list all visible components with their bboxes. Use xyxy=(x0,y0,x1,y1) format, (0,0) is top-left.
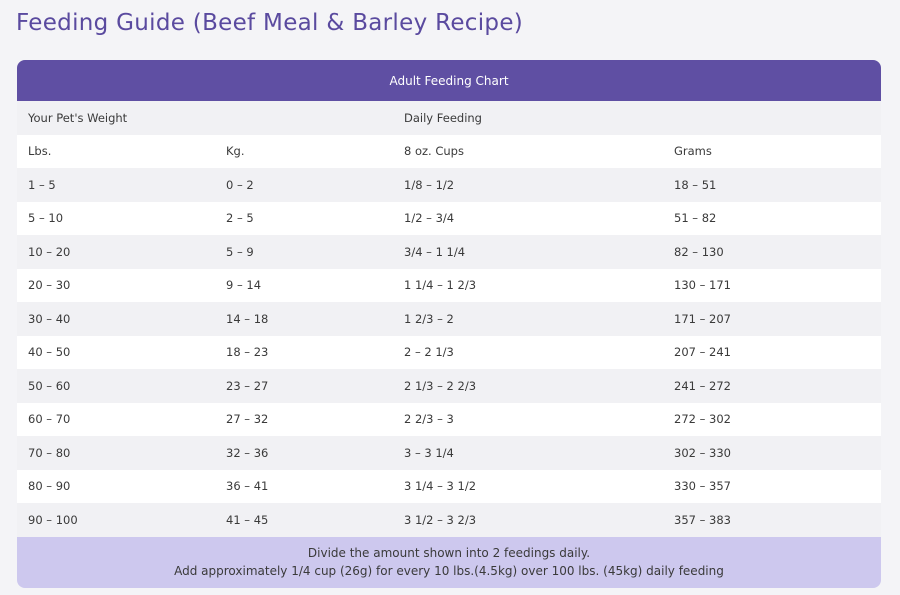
table-cell: 330 – 357 xyxy=(674,479,731,494)
table-cell: 90 – 100 xyxy=(28,512,78,527)
table-row: 40 – 50 18 – 23 2 – 2 1/3 207 – 241 xyxy=(17,335,881,369)
footer-note: Add approximately 1/4 cup (26g) for ever… xyxy=(174,564,724,578)
table-row: 10 – 20 5 – 9 3/4 – 1 1/4 82 – 130 xyxy=(17,235,881,269)
table-cell: 20 – 30 xyxy=(28,278,71,293)
group-row: Your Pet's Weight Daily Feeding xyxy=(17,101,881,135)
table-row: 50 – 60 23 – 27 2 1/3 – 2 2/3 241 – 272 xyxy=(17,369,881,403)
table-cell: 2 – 2 1/3 xyxy=(404,345,454,360)
page-title: Feeding Guide (Beef Meal & Barley Recipe… xyxy=(16,10,524,36)
table-cell: 5 – 10 xyxy=(28,211,64,226)
table-cell: 2 – 5 xyxy=(226,211,254,226)
column-header: Lbs. xyxy=(28,144,52,159)
table-cell: 10 – 20 xyxy=(28,244,71,259)
table-cell: 23 – 27 xyxy=(226,378,269,393)
table-cell: 1 2/3 – 2 xyxy=(404,311,454,326)
table-cell: 18 – 51 xyxy=(674,177,717,192)
table-cell: 41 – 45 xyxy=(226,512,269,527)
table-cell: 2 2/3 – 3 xyxy=(404,412,454,427)
table-row: 5 – 10 2 – 5 1/2 – 3/4 51 – 82 xyxy=(17,201,881,235)
table-cell: 3/4 – 1 1/4 xyxy=(404,244,466,259)
header-row: Lbs. Kg. 8 oz. Cups Grams xyxy=(17,134,881,168)
table-cell: 3 1/4 – 3 1/2 xyxy=(404,479,477,494)
table-row: 20 – 30 9 – 14 1 1/4 – 1 2/3 130 – 171 xyxy=(17,268,881,302)
table-cell: 1/2 – 3/4 xyxy=(404,211,455,226)
table-cell: 32 – 36 xyxy=(226,445,269,460)
table-cell: 70 – 80 xyxy=(28,445,71,460)
table-cell: 82 – 130 xyxy=(674,244,724,259)
table-cell: 30 – 40 xyxy=(28,311,71,326)
table-cell: 302 – 330 xyxy=(674,445,731,460)
table-cell: 2 1/3 – 2 2/3 xyxy=(404,378,477,393)
table-row: 70 – 80 32 – 36 3 – 3 1/4 302 – 330 xyxy=(17,436,881,470)
feeding-table: Adult Feeding Chart Your Pet's Weight Dai… xyxy=(17,60,881,588)
table-cell: 1 1/4 – 1 2/3 xyxy=(404,278,477,293)
table-cell: 9 – 14 xyxy=(226,278,262,293)
column-header: 8 oz. Cups xyxy=(404,144,464,159)
table-row: 1 – 5 0 – 2 1/8 – 1/2 18 – 51 xyxy=(17,168,881,202)
table-cell: 51 – 82 xyxy=(674,211,717,226)
table-cell: 3 – 3 1/4 xyxy=(404,445,454,460)
table-cell: 27 – 32 xyxy=(226,412,269,427)
table-caption: Adult Feeding Chart xyxy=(17,60,881,101)
table-cell: 0 – 2 xyxy=(226,177,254,192)
table-row: 30 – 40 14 – 18 1 2/3 – 2 171 – 207 xyxy=(17,302,881,336)
table-cell: 50 – 60 xyxy=(28,378,71,393)
table-cell: 241 – 272 xyxy=(674,378,731,393)
footer-note: Divide the amount shown into 2 feedings … xyxy=(307,546,591,560)
table-cell: 3 1/2 – 3 2/3 xyxy=(404,512,477,527)
table-cell: 272 – 302 xyxy=(674,412,731,427)
group-header: Your Pet's Weight xyxy=(28,110,128,125)
table-cell: 40 – 50 xyxy=(28,345,71,360)
table-row: 80 – 90 36 – 41 3 1/4 – 3 1/2 330 – 357 xyxy=(17,469,881,503)
table-cell: 5 – 9 xyxy=(226,244,254,259)
table-cell: 1/8 – 1/2 xyxy=(404,177,455,192)
table-cell: 18 – 23 xyxy=(226,345,269,360)
table-cell: 357 – 383 xyxy=(674,512,731,527)
table-footer: Divide the amount shown into 2 feedings … xyxy=(17,536,881,588)
table-cell: 80 – 90 xyxy=(28,479,71,494)
table-cell: 60 – 70 xyxy=(28,412,71,427)
table-cell: 14 – 18 xyxy=(226,311,269,326)
table-cell: 1 – 5 xyxy=(28,177,56,192)
group-header: Daily Feeding xyxy=(404,110,482,125)
table-cell: 36 – 41 xyxy=(226,479,269,494)
table-cell: 171 – 207 xyxy=(674,311,731,326)
table-row: 60 – 70 27 – 32 2 2/3 – 3 272 – 302 xyxy=(17,402,881,436)
table-cell: 207 – 241 xyxy=(674,345,731,360)
table-cell: 130 – 171 xyxy=(674,278,731,293)
table-row: 90 – 100 41 – 45 3 1/2 – 3 2/3 357 – 383 xyxy=(17,503,881,537)
column-header: Grams xyxy=(674,144,712,159)
column-header: Kg. xyxy=(226,144,245,159)
